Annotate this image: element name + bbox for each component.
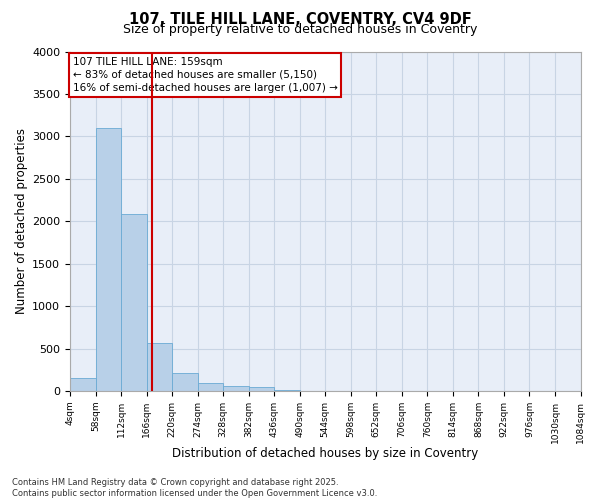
Text: Contains HM Land Registry data © Crown copyright and database right 2025.
Contai: Contains HM Land Registry data © Crown c…	[12, 478, 377, 498]
Bar	[248, 386, 274, 391]
Bar	[121, 214, 146, 391]
Text: 107 TILE HILL LANE: 159sqm
← 83% of detached houses are smaller (5,150)
16% of s: 107 TILE HILL LANE: 159sqm ← 83% of deta…	[73, 56, 337, 93]
Text: Size of property relative to detached houses in Coventry: Size of property relative to detached ho…	[123, 22, 477, 36]
Y-axis label: Number of detached properties: Number of detached properties	[15, 128, 28, 314]
Bar	[197, 384, 223, 391]
Bar	[95, 128, 121, 391]
Bar	[223, 386, 248, 391]
Bar	[274, 390, 300, 391]
Bar	[70, 378, 95, 391]
Text: 107, TILE HILL LANE, COVENTRY, CV4 9DF: 107, TILE HILL LANE, COVENTRY, CV4 9DF	[128, 12, 472, 28]
X-axis label: Distribution of detached houses by size in Coventry: Distribution of detached houses by size …	[172, 447, 478, 460]
Bar	[172, 373, 197, 391]
Bar	[146, 344, 172, 391]
